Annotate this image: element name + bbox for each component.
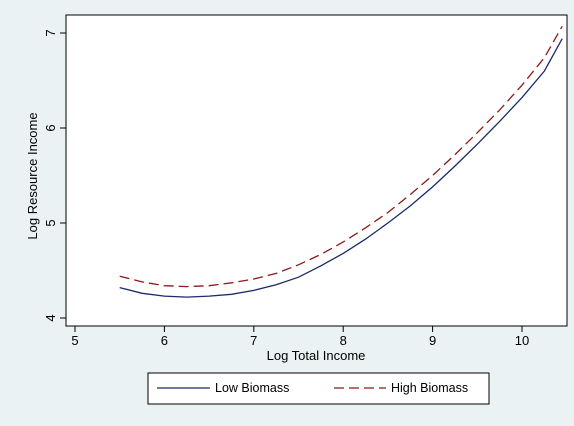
x-tick-label-9: 9 [429,333,436,348]
plot-area [65,14,568,327]
y-axis-label: Log Resource Income [25,112,40,239]
legend-label-high-biomass: High Biomass [391,381,468,395]
series-layer [119,25,563,298]
y-tick-label-4: 4 [43,314,58,321]
y-tick-label-6: 6 [43,124,58,131]
x-tick-label-10: 10 [515,333,529,348]
x-axis: 5 6 7 8 9 10 [66,325,567,348]
series-line-low-biomass [119,38,563,298]
legend: Low Biomass High Biomass [147,372,490,405]
legend-label-low-biomass: Low Biomass [215,381,289,395]
x-tick-label-5: 5 [71,333,78,348]
y-tick-label-7: 7 [43,29,58,36]
x-tick-label-7: 7 [250,333,257,348]
y-tick-label-5: 5 [43,219,58,226]
x-tick-label-6: 6 [161,333,168,348]
y-axis: 4 5 6 7 [43,15,67,326]
x-axis-label: Log Total Income [267,348,366,363]
series-line-high-biomass [119,25,563,288]
x-tick-label-8: 8 [340,333,347,348]
